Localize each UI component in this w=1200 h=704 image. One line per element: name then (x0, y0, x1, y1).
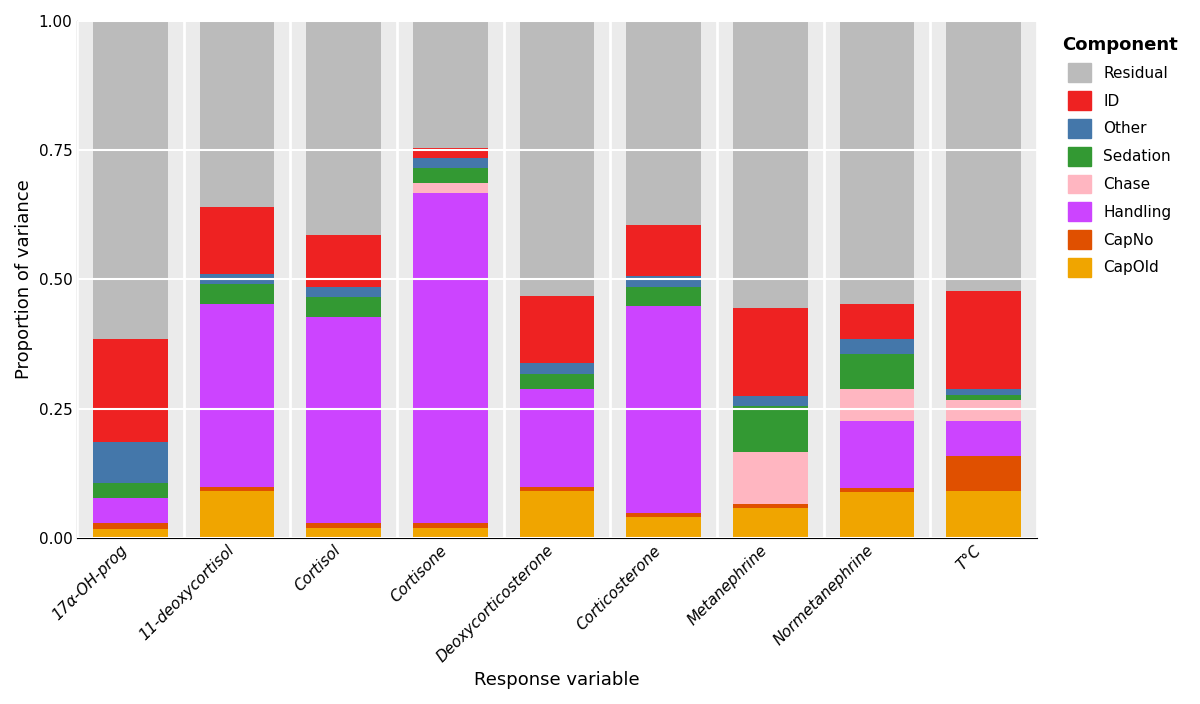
Bar (306, 317, 382, 524)
Bar (626, 225, 701, 277)
Bar (840, 354, 914, 389)
Bar (947, 395, 1021, 401)
Bar (947, 491, 1021, 538)
Bar (840, 492, 914, 538)
Bar (200, 21, 275, 206)
Bar (306, 527, 382, 538)
Bar (413, 168, 487, 183)
Bar (733, 406, 808, 452)
Bar (947, 21, 1021, 291)
Bar (520, 374, 594, 389)
Bar (306, 524, 382, 527)
Bar (626, 517, 701, 538)
Bar (733, 508, 808, 538)
Bar (200, 284, 275, 303)
Bar (947, 291, 1021, 389)
Bar (840, 421, 914, 489)
Bar (520, 487, 594, 491)
Legend: Residual, ID, Other, Sedation, Chase, Handling, CapNo, CapOld: Residual, ID, Other, Sedation, Chase, Ha… (1055, 29, 1186, 284)
Bar (413, 527, 487, 538)
Bar (840, 21, 914, 304)
Bar (947, 421, 1021, 456)
Bar (413, 524, 487, 527)
Bar (413, 21, 487, 148)
Bar (626, 306, 701, 513)
X-axis label: Response variable: Response variable (474, 671, 640, 689)
Bar (626, 287, 701, 306)
Bar (306, 287, 382, 297)
Bar (413, 193, 487, 524)
Bar (306, 297, 382, 317)
Bar (947, 401, 1021, 421)
Bar (94, 524, 168, 529)
Bar (733, 21, 808, 308)
Bar (840, 304, 914, 339)
Bar (200, 206, 275, 274)
Bar (94, 339, 168, 441)
Bar (520, 363, 594, 374)
Bar (947, 389, 1021, 395)
Y-axis label: Proportion of variance: Proportion of variance (14, 180, 34, 379)
Bar (733, 308, 808, 396)
Bar (94, 441, 168, 483)
Bar (200, 491, 275, 538)
Bar (200, 303, 275, 487)
Bar (626, 277, 701, 287)
Bar (200, 487, 275, 491)
Bar (306, 235, 382, 287)
Bar (94, 498, 168, 524)
Bar (840, 339, 914, 354)
Bar (413, 148, 487, 158)
Bar (306, 21, 382, 235)
Bar (840, 389, 914, 421)
Bar (520, 491, 594, 538)
Bar (626, 21, 701, 225)
Bar (94, 21, 168, 339)
Bar (733, 504, 808, 508)
Bar (520, 21, 594, 296)
Bar (733, 452, 808, 504)
Bar (520, 389, 594, 487)
Bar (520, 296, 594, 363)
Bar (200, 274, 275, 284)
Bar (947, 456, 1021, 491)
Bar (626, 513, 701, 517)
Bar (413, 183, 487, 193)
Bar (840, 489, 914, 492)
Bar (94, 529, 168, 538)
Bar (733, 396, 808, 406)
Bar (413, 158, 487, 168)
Bar (94, 483, 168, 498)
